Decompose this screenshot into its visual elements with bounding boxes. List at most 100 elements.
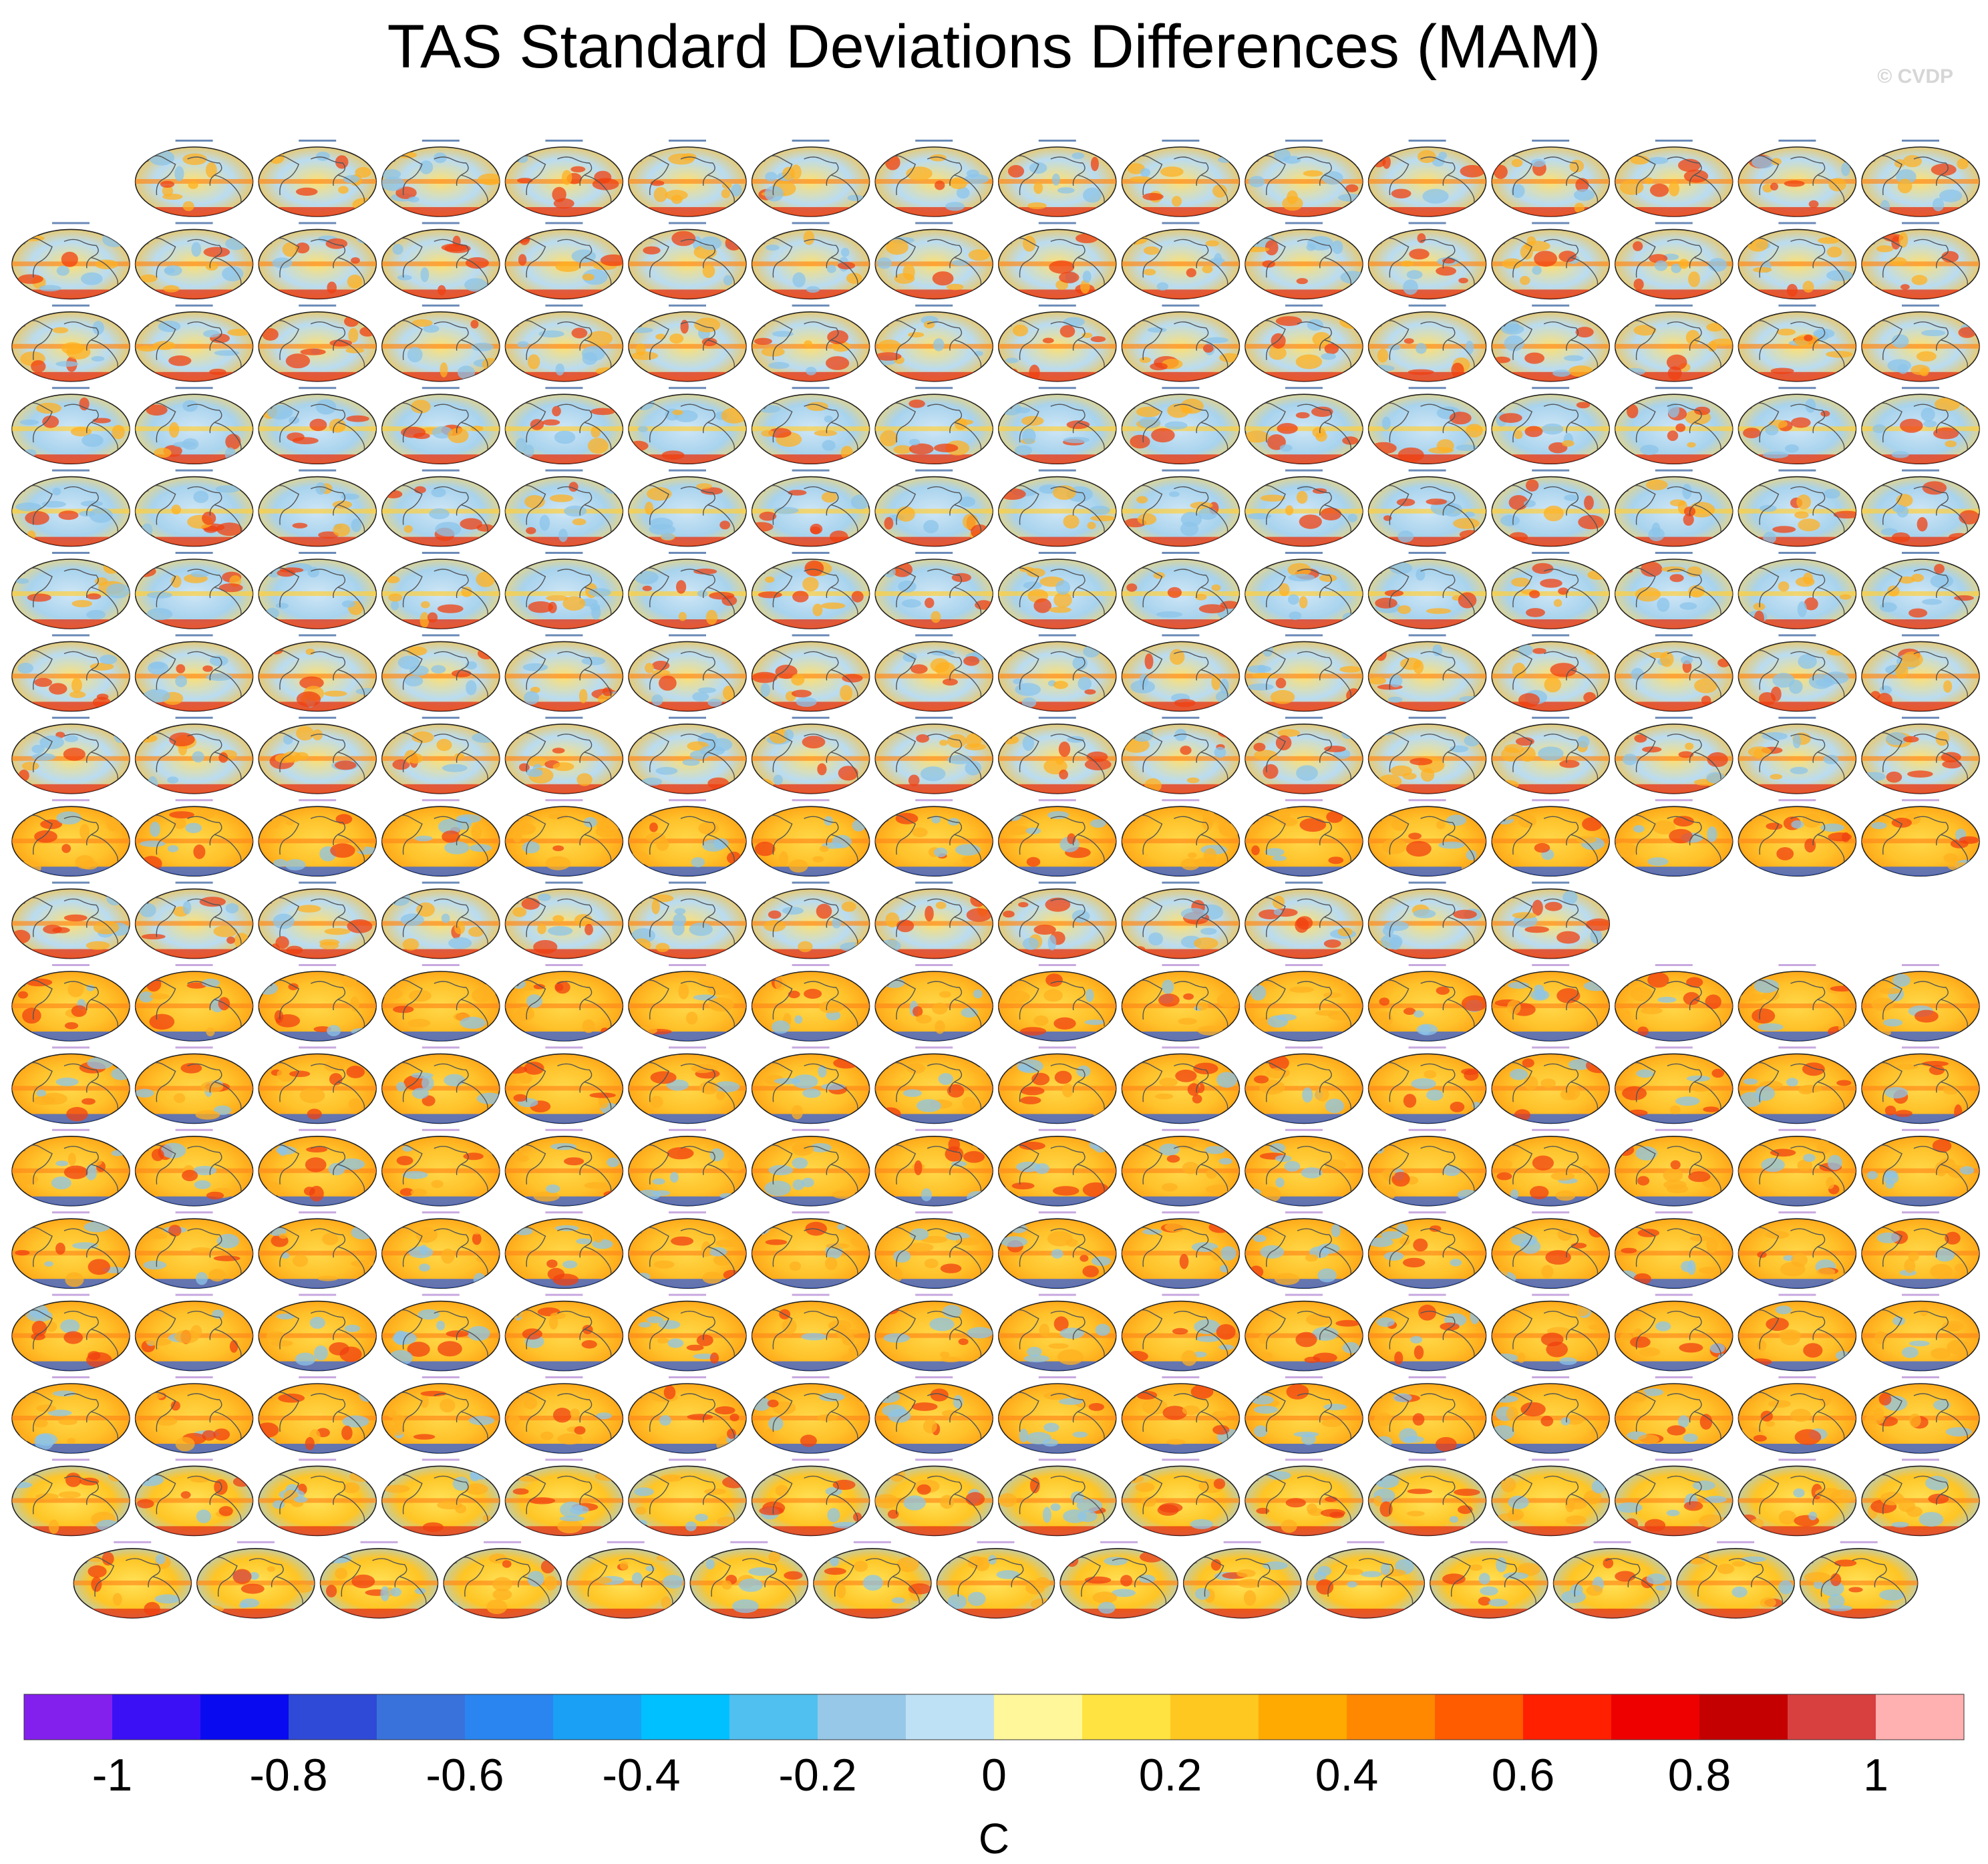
panel-label-mark: [299, 799, 337, 802]
panel-label-mark: [175, 1046, 213, 1049]
map-panel: [381, 964, 500, 1042]
panel-label-mark: [1840, 1541, 1878, 1543]
map-panel: [1367, 304, 1487, 382]
panel-label-mark: [299, 716, 337, 719]
panel-label-mark: [1285, 964, 1323, 966]
map-panel: [1615, 1293, 1733, 1372]
panel-label-mark: [1902, 1211, 1939, 1214]
map-panel: [504, 1046, 624, 1124]
map-panel: [1615, 964, 1733, 1042]
map-panel: [134, 304, 254, 382]
map-panel: [874, 1211, 993, 1289]
colorbar-box: [1699, 1694, 1788, 1740]
map-panel: [134, 387, 254, 465]
panel-label-mark: [1532, 552, 1570, 554]
panel-label-mark: [977, 1541, 1015, 1543]
panel-label-mark: [1285, 1293, 1323, 1296]
map-panel: [751, 1458, 870, 1537]
map-panel: [628, 964, 747, 1042]
map-panel: [258, 964, 377, 1042]
panel-label-mark: [1778, 964, 1816, 966]
panel-label-mark: [669, 964, 706, 966]
map-panel: [1367, 140, 1487, 217]
map-panel: [813, 1541, 932, 1619]
panel-label-mark: [545, 634, 583, 637]
panel-label-mark: [1162, 1128, 1200, 1131]
panel-label-mark: [175, 1376, 213, 1378]
colorbar-box: [289, 1694, 377, 1740]
map-panel: [1615, 716, 1733, 794]
panel-label-mark: [52, 634, 90, 637]
map-panel: [1245, 881, 1363, 959]
panel-label-mark: [1655, 1211, 1693, 1214]
panel-label-mark: [1162, 634, 1200, 637]
map-panel: [1121, 799, 1240, 877]
map-panel: [1367, 881, 1487, 959]
panel-label-mark: [1038, 552, 1076, 554]
panel-label-mark: [422, 881, 460, 884]
map-panel: [1861, 1458, 1980, 1537]
panel-label-mark: [915, 716, 953, 719]
colorbar-box: [112, 1694, 201, 1740]
panel-label-mark: [669, 387, 706, 390]
panel-label-mark: [1285, 1376, 1323, 1378]
panel-label-mark: [1778, 387, 1816, 390]
map-panel: [258, 469, 377, 547]
panel-label-mark: [422, 799, 460, 802]
panel-label-mark: [915, 1458, 953, 1461]
map-panel: [1491, 222, 1610, 300]
panel-label-mark: [545, 799, 583, 802]
map-panel: [998, 304, 1117, 382]
panel-label-mark: [915, 1046, 953, 1049]
panel-label-mark: [1655, 1376, 1693, 1378]
map-panel: [1367, 1128, 1487, 1207]
panel-label-mark: [669, 716, 706, 719]
map-panel: [1245, 1458, 1363, 1537]
colorbar-box: [553, 1694, 642, 1740]
panel-label-mark: [1470, 1541, 1508, 1543]
colorbar-box: [729, 1694, 818, 1740]
map-panel: [1245, 1046, 1363, 1124]
panel-label-mark: [1778, 1293, 1816, 1296]
colorbar-box: [200, 1694, 289, 1740]
map-panel: [258, 1376, 377, 1454]
map-panel: [998, 140, 1117, 217]
panel-label-mark: [1902, 1128, 1939, 1131]
map-panel: [751, 1046, 870, 1124]
panel-label-mark: [669, 469, 706, 472]
map-panel: [628, 304, 747, 382]
colorbar-box: [1259, 1694, 1347, 1740]
panel-label-mark: [1408, 634, 1446, 637]
map-panel: [998, 964, 1117, 1042]
panel-label-mark: [299, 140, 337, 142]
panel-label-mark: [792, 1376, 830, 1378]
panel-label-mark: [299, 1211, 337, 1214]
panel-label-mark: [669, 1211, 706, 1214]
panel-label-mark: [1038, 387, 1076, 390]
map-panel: [11, 1211, 130, 1289]
panel-label-mark: [1902, 552, 1939, 554]
map-panel: [1491, 1293, 1610, 1372]
map-panel: [1121, 387, 1240, 465]
map-panel: [874, 964, 993, 1042]
panel-label-mark: [1408, 1293, 1446, 1296]
panel-label-mark: [1532, 469, 1570, 472]
panel-label-mark: [1162, 469, 1200, 472]
panel-label-mark: [52, 716, 90, 719]
panel-label-mark: [1902, 387, 1939, 390]
panel-label-mark: [1038, 140, 1076, 142]
panel-label-mark: [792, 552, 830, 554]
map-panel: [1737, 1046, 1857, 1124]
panel-label-mark: [1778, 140, 1816, 142]
panel-label-mark: [1285, 387, 1323, 390]
panel-label-mark: [1902, 469, 1939, 472]
panel-label-mark: [1408, 1211, 1446, 1214]
map-panel: [11, 222, 130, 300]
panel-label-mark: [1532, 1293, 1570, 1296]
panel-label-mark: [1408, 1458, 1446, 1461]
map-panel: [134, 716, 254, 794]
panel-label-mark: [669, 304, 706, 307]
map-panel: [1121, 1293, 1240, 1372]
map-panel: [1121, 222, 1240, 300]
panel-label-mark: [669, 1376, 706, 1378]
